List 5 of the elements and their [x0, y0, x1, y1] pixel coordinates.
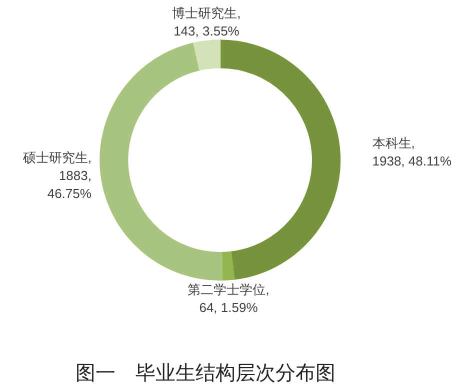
slice-label: 第二学士学位, 64, 1.59%	[188, 282, 270, 316]
slice-label: 博士研究生, 143, 3.55%	[172, 5, 241, 38]
text: 图一 毕业生结构层次分布图	[76, 362, 336, 385]
slice-label: 硕士研究生, 1883, 46.75%	[22, 150, 92, 202]
slice-label: 本科生, 1938, 48.11%	[372, 136, 452, 169]
